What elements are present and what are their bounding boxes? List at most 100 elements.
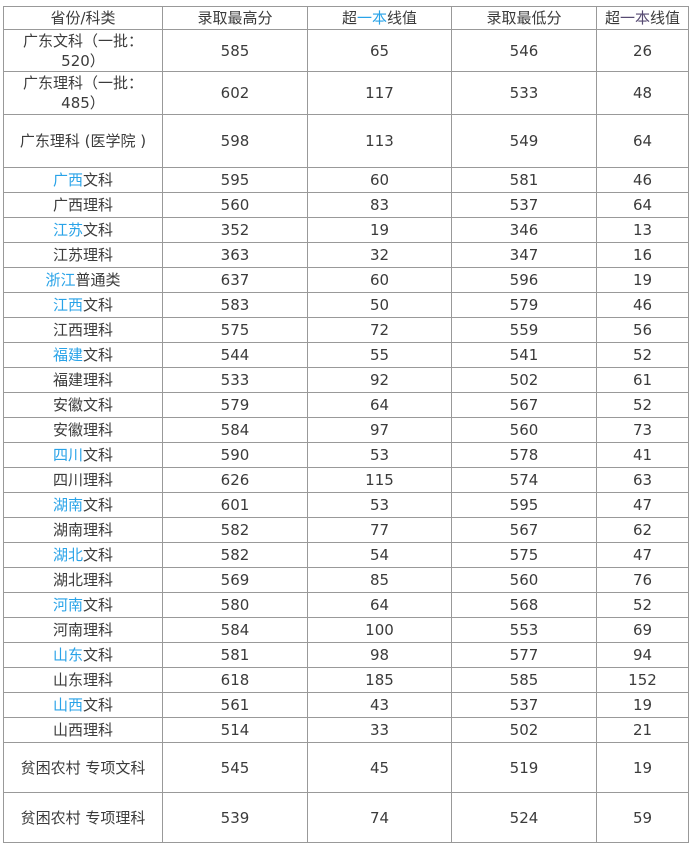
cell-above-line-min: 69	[596, 617, 689, 643]
cell-min-score: 567	[451, 517, 597, 543]
cell-max-score: 581	[162, 642, 308, 668]
cell-above-line-min: 21	[596, 717, 689, 743]
cell-above-line-min: 46	[596, 167, 689, 193]
cell-province-subject: 湖南文科	[3, 492, 163, 518]
subject-label: 江苏理科	[52, 246, 113, 264]
header-label: 线值	[387, 9, 418, 27]
cell-above-line-min: 63	[596, 467, 689, 493]
subject-label: 贫困农村 专项文科	[20, 758, 146, 777]
table-row: 湖北文科 582 54 575 47	[3, 542, 689, 568]
cell-max-score: 584	[162, 417, 308, 443]
table-row: 山东文科 581 98 577 94	[3, 642, 689, 668]
cell-above-line-max: 53	[307, 442, 452, 468]
header-above-line-min: 超一本线值	[596, 6, 689, 30]
cell-min-score: 575	[451, 542, 597, 568]
cell-province-subject: 广东理科（一批：485）	[3, 71, 163, 115]
province-link[interactable]: 广西	[52, 171, 83, 189]
table-row: 广东文科（一批：520） 585 65 546 26	[3, 29, 689, 72]
province-link[interactable]: 湖北	[52, 546, 83, 564]
header-label: 超	[341, 9, 357, 27]
province-link[interactable]: 四川	[52, 446, 83, 464]
cell-min-score: 568	[451, 592, 597, 618]
header-label: 省份/科类	[50, 9, 116, 27]
subject-label: 文科	[83, 221, 114, 239]
province-link[interactable]: 湖南	[52, 496, 83, 514]
cell-above-line-min: 52	[596, 342, 689, 368]
cell-province-subject: 安徽文科	[3, 392, 163, 418]
cell-province-subject: 河南文科	[3, 592, 163, 618]
subject-label: 广东理科（一批：485）	[22, 74, 143, 112]
subject-label: 文科	[83, 346, 114, 364]
cell-above-line-max: 60	[307, 267, 452, 293]
table-row: 河南文科 580 64 568 52	[3, 592, 689, 618]
province-link[interactable]: 山东	[52, 646, 83, 664]
cell-province-subject: 江西理科	[3, 317, 163, 343]
cell-province-subject: 贫困农村 专项理科	[3, 792, 163, 843]
cell-max-score: 580	[162, 592, 308, 618]
cell-max-score: 539	[162, 792, 308, 843]
first-tier-line-link[interactable]: 一本	[356, 9, 387, 27]
table-row: 广西文科 595 60 581 46	[3, 167, 689, 193]
cell-max-score: 560	[162, 192, 308, 218]
table-row: 江苏理科 363 32 347 16	[3, 242, 689, 268]
province-link[interactable]: 浙江	[45, 271, 76, 289]
cell-max-score: 561	[162, 692, 308, 718]
cell-above-line-max: 19	[307, 217, 452, 243]
table-row: 河南理科 584 100 553 69	[3, 617, 689, 643]
cell-province-subject: 江苏理科	[3, 242, 163, 268]
cell-min-score: 574	[451, 467, 597, 493]
province-link[interactable]: 江西	[52, 296, 83, 314]
table-row: 江西理科 575 72 559 56	[3, 317, 689, 343]
cell-above-line-max: 85	[307, 567, 452, 593]
cell-above-line-max: 53	[307, 492, 452, 518]
province-link[interactable]: 河南	[52, 596, 83, 614]
cell-above-line-min: 94	[596, 642, 689, 668]
cell-min-score: 579	[451, 292, 597, 318]
first-tier-line-link-visited[interactable]: 一本	[619, 9, 650, 27]
cell-above-line-min: 16	[596, 242, 689, 268]
cell-max-score: 595	[162, 167, 308, 193]
cell-min-score: 537	[451, 692, 597, 718]
header-label: 录取最高分	[197, 9, 273, 27]
cell-min-score: 595	[451, 492, 597, 518]
cell-above-line-max: 74	[307, 792, 452, 843]
province-link[interactable]: 福建	[52, 346, 83, 364]
province-link[interactable]: 山西	[52, 696, 83, 714]
cell-province-subject: 山西理科	[3, 717, 163, 743]
cell-province-subject: 江苏文科	[3, 217, 163, 243]
subject-label: 贫困农村 专项理科	[20, 808, 146, 827]
cell-above-line-min: 73	[596, 417, 689, 443]
admission-scores-table-wrap: 省份/科类 录取最高分 超一本线值 录取最低分 超一本线值 广东文科（一批：520） 58…	[3, 6, 689, 843]
table-body: 广东文科（一批：520） 585 65 546 26 广东理科（一批：485） 602 117…	[3, 29, 689, 843]
cell-above-line-max: 77	[307, 517, 452, 543]
province-link[interactable]: 江苏	[52, 221, 83, 239]
cell-above-line-max: 50	[307, 292, 452, 318]
table-row: 广西理科 560 83 537 64	[3, 192, 689, 218]
table-row: 广东理科（一批：485） 602 117 533 48	[3, 71, 689, 115]
subject-label: 山东理科	[52, 671, 113, 689]
cell-above-line-max: 97	[307, 417, 452, 443]
cell-province-subject: 四川理科	[3, 467, 163, 493]
cell-max-score: 514	[162, 717, 308, 743]
subject-label: 安徽理科	[52, 421, 113, 439]
cell-above-line-min: 19	[596, 692, 689, 718]
table-row: 四川理科 626 115 574 63	[3, 467, 689, 493]
cell-min-score: 577	[451, 642, 597, 668]
subject-label: 湖南理科	[52, 521, 113, 539]
header-label: 超	[604, 9, 620, 27]
cell-above-line-min: 76	[596, 567, 689, 593]
cell-above-line-min: 62	[596, 517, 689, 543]
cell-min-score: 519	[451, 742, 597, 793]
header-above-line-max: 超一本线值	[307, 6, 452, 30]
cell-above-line-min: 19	[596, 742, 689, 793]
cell-above-line-min: 41	[596, 442, 689, 468]
cell-min-score: 560	[451, 417, 597, 443]
subject-label: 文科	[83, 446, 114, 464]
table-row: 广东理科 (医学院 ) 598 113 549 64	[3, 114, 689, 168]
cell-min-score: 549	[451, 114, 597, 168]
cell-above-line-max: 55	[307, 342, 452, 368]
header-max-score: 录取最高分	[162, 6, 308, 30]
cell-max-score: 618	[162, 667, 308, 693]
cell-above-line-max: 32	[307, 242, 452, 268]
cell-min-score: 596	[451, 267, 597, 293]
